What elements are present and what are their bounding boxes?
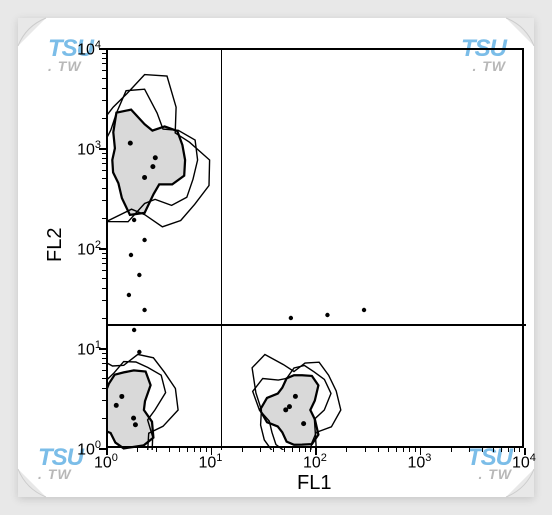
x-axis-label: FL1 [297, 472, 331, 495]
x-minor-tick [388, 448, 389, 452]
y-minor-tick [102, 53, 106, 54]
y-minor-tick [102, 358, 106, 359]
y-minor-tick [102, 58, 106, 59]
y-minor-tick [102, 100, 106, 101]
y-minor-tick [102, 188, 106, 189]
y-minor-tick [102, 153, 106, 154]
x-tick-label: 104 [512, 452, 536, 472]
watermark-tw: . TW [48, 60, 93, 73]
y-minor-tick [102, 253, 106, 254]
x-tick [315, 448, 317, 455]
x-minor-tick [482, 448, 483, 452]
x-tick [106, 448, 108, 455]
x-minor-tick [187, 448, 188, 452]
y-minor-tick [102, 288, 106, 289]
x-minor-tick [156, 448, 157, 452]
x-minor-tick [194, 448, 195, 452]
paper-container: TSU . TW TSU . TW TSU . TW TSU . TW FL1 … [18, 18, 534, 497]
y-tick-label: 102 [77, 239, 101, 259]
y-minor-tick [102, 318, 106, 319]
x-minor-tick [396, 448, 397, 452]
y-axis-label: FL2 [44, 228, 67, 262]
corner-fold-tl [18, 18, 46, 46]
x-minor-tick [273, 448, 274, 452]
y-minor-tick [102, 158, 106, 159]
y-minor-tick [102, 418, 106, 419]
y-minor-tick [102, 388, 106, 389]
x-minor-tick [137, 448, 138, 452]
y-tick [99, 248, 106, 250]
x-tick-label: 103 [408, 452, 432, 472]
y-minor-tick [102, 300, 106, 301]
y-minor-tick [102, 400, 106, 401]
plot-frame [106, 48, 524, 448]
y-minor-tick [102, 178, 106, 179]
x-minor-tick [346, 448, 347, 452]
x-tick [211, 448, 213, 455]
y-minor-tick [102, 363, 106, 364]
y-minor-tick [102, 378, 106, 379]
y-tick-label: 104 [77, 39, 101, 59]
y-minor-tick [102, 258, 106, 259]
x-tick [524, 448, 526, 455]
x-minor-tick [493, 448, 494, 452]
y-tick [99, 48, 106, 50]
y-minor-tick [102, 370, 106, 371]
x-minor-tick [169, 448, 170, 452]
y-minor-tick [102, 163, 106, 164]
y-tick [99, 148, 106, 150]
x-minor-tick [451, 448, 452, 452]
watermark-tsu: TSU [467, 447, 512, 469]
x-tick [420, 448, 422, 455]
x-minor-tick [242, 448, 243, 452]
corner-fold-bl [18, 469, 46, 497]
y-minor-tick [102, 88, 106, 89]
y-minor-tick [102, 63, 106, 64]
x-minor-tick [403, 448, 404, 452]
y-minor-tick [102, 70, 106, 71]
x-minor-tick [378, 448, 379, 452]
x-minor-tick [260, 448, 261, 452]
x-minor-tick [469, 448, 470, 452]
x-minor-tick [299, 448, 300, 452]
y-minor-tick [102, 218, 106, 219]
y-minor-tick [102, 118, 106, 119]
y-minor-tick [102, 278, 106, 279]
y-minor-tick [102, 353, 106, 354]
x-tick-label: 102 [303, 452, 327, 472]
y-minor-tick [102, 263, 106, 264]
contour-plot [108, 50, 526, 450]
x-minor-tick [508, 448, 509, 452]
y-tick-label: 100 [77, 439, 101, 459]
x-minor-tick [292, 448, 293, 452]
corner-fold-tr [506, 18, 534, 46]
y-minor-tick [102, 78, 106, 79]
y-minor-tick [102, 170, 106, 171]
y-minor-tick [102, 270, 106, 271]
y-tick-label: 101 [77, 339, 101, 359]
y-tick [99, 448, 106, 450]
x-minor-tick [179, 448, 180, 452]
corner-fold-br [506, 469, 534, 497]
x-minor-tick [501, 448, 502, 452]
x-minor-tick [365, 448, 366, 452]
y-tick [99, 348, 106, 350]
x-minor-tick [284, 448, 285, 452]
y-minor-tick [102, 200, 106, 201]
x-tick-label: 101 [199, 452, 223, 472]
y-tick-label: 103 [77, 139, 101, 159]
